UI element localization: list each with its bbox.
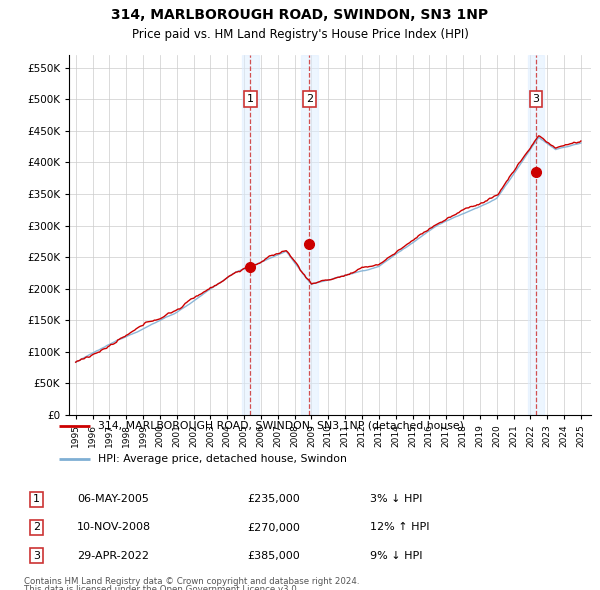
Text: 314, MARLBOROUGH ROAD, SWINDON, SN3 1NP (detached house): 314, MARLBOROUGH ROAD, SWINDON, SN3 1NP …	[98, 421, 464, 431]
Text: Price paid vs. HM Land Registry's House Price Index (HPI): Price paid vs. HM Land Registry's House …	[131, 28, 469, 41]
Text: 2: 2	[33, 523, 40, 533]
Text: HPI: Average price, detached house, Swindon: HPI: Average price, detached house, Swin…	[98, 454, 347, 464]
Text: £270,000: £270,000	[247, 523, 300, 533]
Text: 2: 2	[306, 94, 313, 104]
Text: 1: 1	[33, 494, 40, 504]
Text: 1: 1	[247, 94, 254, 104]
Text: 314, MARLBOROUGH ROAD, SWINDON, SN3 1NP: 314, MARLBOROUGH ROAD, SWINDON, SN3 1NP	[112, 8, 488, 22]
Bar	[527, 55, 544, 415]
Text: £235,000: £235,000	[247, 494, 300, 504]
Text: This data is licensed under the Open Government Licence v3.0.: This data is licensed under the Open Gov…	[24, 585, 299, 590]
Text: 3: 3	[532, 94, 539, 104]
Text: 29-APR-2022: 29-APR-2022	[77, 550, 149, 560]
Text: 10-NOV-2008: 10-NOV-2008	[77, 523, 151, 533]
Text: 12% ↑ HPI: 12% ↑ HPI	[370, 523, 430, 533]
Text: £385,000: £385,000	[247, 550, 300, 560]
Bar	[242, 55, 259, 415]
Text: 3: 3	[33, 550, 40, 560]
Text: 9% ↓ HPI: 9% ↓ HPI	[370, 550, 422, 560]
Text: 3% ↓ HPI: 3% ↓ HPI	[370, 494, 422, 504]
Text: 06-MAY-2005: 06-MAY-2005	[77, 494, 149, 504]
Bar	[301, 55, 318, 415]
Text: Contains HM Land Registry data © Crown copyright and database right 2024.: Contains HM Land Registry data © Crown c…	[24, 577, 359, 586]
